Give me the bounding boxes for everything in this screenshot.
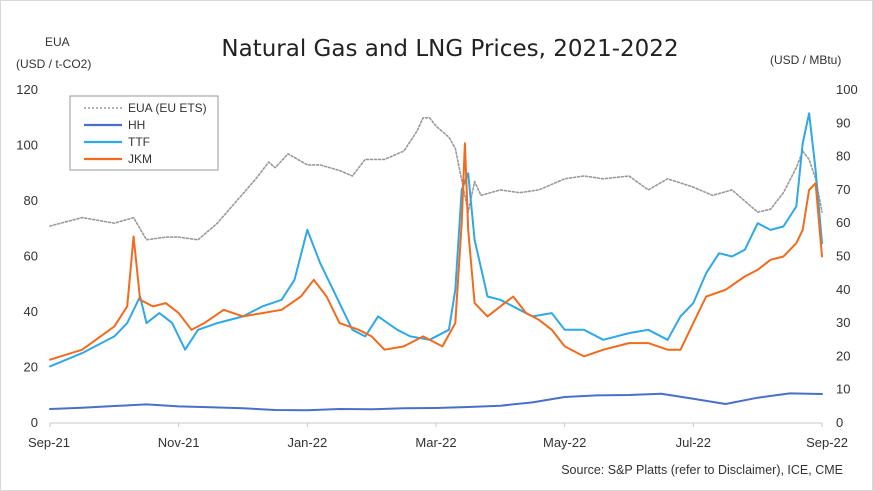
x-tick-label: Jul-22 (676, 435, 711, 450)
legend: EUA (EU ETS) HH TTF JKM (69, 95, 219, 171)
x-tick-label: Nov-21 (158, 435, 200, 450)
x-tick-label: Sep-22 (806, 435, 848, 450)
series-line-eua-eu-ets (49, 117, 823, 241)
series-line-ttf (49, 112, 823, 368)
y-right-tick-label: 50 (836, 249, 850, 264)
legend-label: HH (128, 118, 145, 132)
legend-box (69, 95, 219, 171)
y-left-tick-label: 40 (24, 304, 38, 319)
x-tick-label: May-22 (543, 435, 586, 450)
y-right-tick-label: 70 (836, 182, 850, 197)
chart-title: Natural Gas and LNG Prices, 2021-2022 (221, 36, 678, 62)
y-right-tick-label: 0 (836, 415, 843, 430)
legend-items: EUA (EU ETS) HH TTF JKM (84, 101, 207, 166)
y-left-tick-label: 80 (24, 193, 38, 208)
x-tick-label: Mar-22 (415, 435, 456, 450)
y-left-axis-title-line2: (USD / t-CO2) (16, 57, 91, 71)
axes-layer: Sep-21 Nov-21 Jan-22 Mar-22 May-22 Jul-22 Sep-… (16, 82, 857, 450)
y-right-tick-label: 90 (836, 115, 850, 130)
y-left-tick-label: 60 (24, 249, 38, 264)
y-right-tick-label: 80 (836, 149, 850, 164)
y-right-tick-label: 40 (836, 282, 850, 297)
y-left-tick-label: 100 (16, 138, 38, 153)
series-line-jkm (49, 142, 823, 361)
y-right-tick-label: 30 (836, 315, 850, 330)
y-right-tick-label: 60 (836, 215, 850, 230)
legend-label: EUA (EU ETS) (128, 101, 207, 115)
series-line-hh (49, 392, 823, 412)
y-left-axis-title-line1: EUA (45, 35, 70, 49)
y-right-axis-title: (USD / MBtu) (770, 53, 841, 67)
source-note: Source: S&P Platts (refer to Disclaimer)… (561, 463, 843, 477)
y-right-tick-label: 20 (836, 348, 850, 363)
y-left-tick-label: 120 (16, 82, 38, 97)
x-tick-label: Sep-21 (28, 435, 70, 450)
y-left-tick-label: 0 (31, 415, 38, 430)
legend-label: JKM (128, 152, 152, 166)
y-left-tick-label: 20 (24, 360, 38, 375)
y-right-tick-label: 100 (836, 82, 858, 97)
legend-label: TTF (128, 135, 150, 149)
y-right-tick-label: 10 (836, 382, 850, 397)
series-layer (49, 112, 823, 412)
x-tick-label: Jan-22 (287, 435, 327, 450)
